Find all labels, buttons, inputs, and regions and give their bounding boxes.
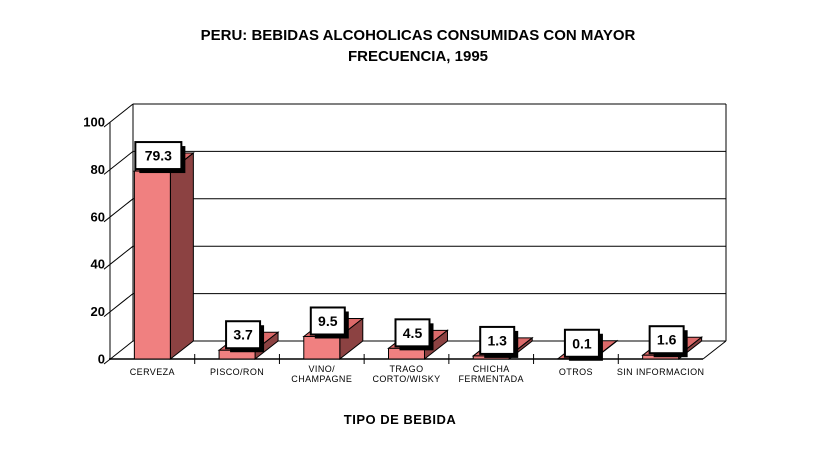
bar-cerveza [132,152,195,361]
value-label-text: 1.3 [487,332,507,348]
category-label-vino-champagne: CHAMPAGNE [291,374,352,384]
x-axis-title: TIPO DE BEBIDA [343,412,457,427]
category-label-chicha-fermentada: FERMENTADA [459,374,524,384]
category-label-cerveza: CERVEZA [130,367,175,377]
y-tick-label-40: 40 [91,257,105,272]
y-grid-side-80 [103,151,134,175]
y-tick-label-20: 20 [91,304,105,319]
y-tick-label-0: 0 [98,352,105,367]
value-label-text: 0.1 [572,335,592,351]
value-label-box [394,318,431,348]
category-label-trago-corto-wisky: TRAGO [389,364,423,374]
value-label-otros: 0.1 [563,328,603,361]
value-label-box [134,141,183,171]
value-label-vino-champagne: 9.5 [309,306,349,339]
y-tick-label-60: 60 [91,209,105,224]
value-label-trago-corto-wisky: 4.5 [394,318,434,351]
chart-title-line1: PERU: BEBIDAS ALCOHOLICAS CONSUMIDAS CON… [200,27,636,44]
floor-right-edge [702,340,727,360]
value-label-text: 3.7 [233,327,253,343]
value-label-text: 9.5 [318,313,338,329]
value-label-pisco-ron: 3.7 [225,320,265,353]
category-label-sin-informacion: SIN INFORMACION [617,367,705,377]
y-tick-label-100: 100 [83,115,105,130]
value-label-box [479,325,516,355]
category-label-vino-champagne: VINO/ [309,364,336,374]
category-label-pisco-ron: PISCO/RON [210,367,264,377]
y-grid-side-0 [103,340,134,365]
value-label-chicha-fermentada: 1.3 [479,325,519,358]
y-tick-label-80: 80 [91,162,105,177]
value-label-sin-informacion: 1.6 [648,325,688,358]
bar-front-face [133,170,171,360]
value-label-text: 1.6 [657,332,677,348]
category-label-trago-corto-wisky: CORTO/WISKY [372,374,440,384]
y-grid-side-20 [103,293,134,317]
bar-front-face [303,335,341,360]
bar-side-face [169,152,194,361]
value-label-text: 4.5 [403,325,423,341]
y-grid-side-100 [103,103,134,128]
value-label-box [648,325,685,355]
category-label-otros: OTROS [559,367,593,377]
value-label-box [563,328,600,358]
category-label-chicha-fermentada: CHICHA [473,364,510,374]
value-label-text: 79.3 [145,148,172,164]
chart-title-line2: FRECUENCIA, 1995 [347,48,489,65]
y-grid-side-40 [103,245,134,270]
value-label-box [309,306,346,336]
y-grid-side-60 [103,198,134,223]
value-label-box [225,320,262,350]
value-label-cerveza: 79.3 [134,141,186,174]
chart-title: PERU: BEBIDAS ALCOHOLICAS CONSUMIDAS CON… [201,25,636,67]
